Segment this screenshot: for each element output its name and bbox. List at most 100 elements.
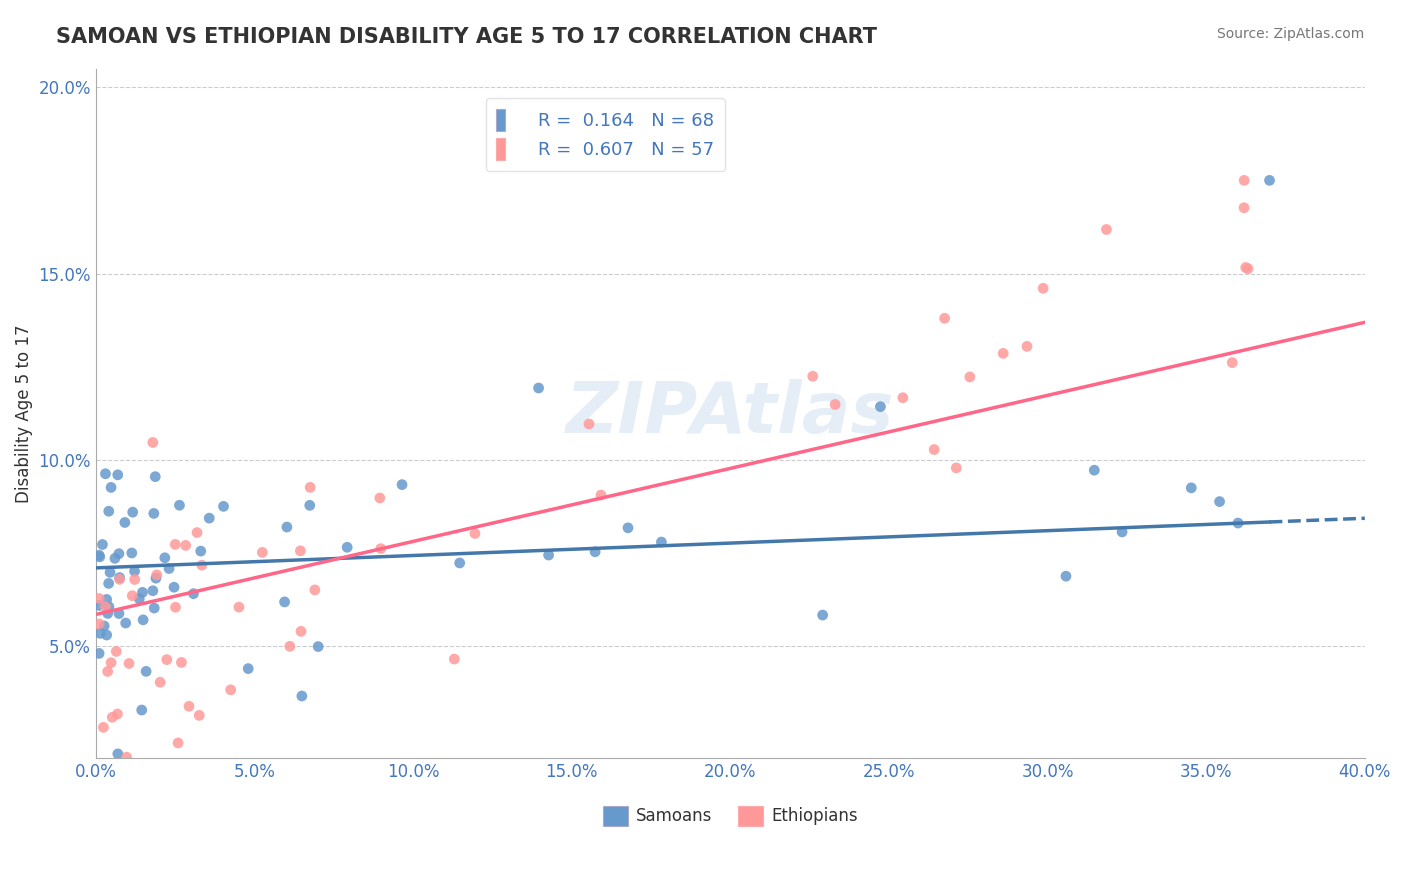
Point: [142, 435, 165, 450]
Point: [93, 720, 115, 734]
Point: [537, 548, 560, 562]
Point: [1015, 339, 1038, 353]
Point: [304, 582, 326, 597]
Point: [578, 417, 600, 431]
Point: [1180, 481, 1202, 495]
Point: [370, 541, 392, 556]
Text: SAMOAN VS ETHIOPIAN DISABILITY AGE 5 TO 17 CORRELATION CHART: SAMOAN VS ETHIOPIAN DISABILITY AGE 5 TO …: [56, 27, 877, 46]
Point: [97, 504, 120, 518]
Point: [87, 616, 110, 631]
Point: [89, 549, 111, 564]
Point: [94, 467, 117, 481]
Point: [368, 491, 391, 505]
Point: [1233, 201, 1256, 215]
Point: [100, 480, 122, 494]
Point: [1083, 463, 1105, 477]
Point: [945, 461, 967, 475]
Point: [891, 391, 914, 405]
Point: [191, 558, 214, 573]
Point: [177, 699, 200, 714]
Point: [336, 541, 359, 555]
Point: [167, 736, 190, 750]
Point: [165, 600, 187, 615]
Point: [1233, 173, 1256, 187]
Point: [96, 628, 118, 642]
Point: [869, 400, 891, 414]
Point: [307, 640, 329, 654]
Point: [153, 550, 176, 565]
Y-axis label: Disability Age 5 to 17: Disability Age 5 to 17: [15, 324, 32, 503]
Point: [617, 521, 640, 535]
Point: [124, 573, 146, 587]
Point: [97, 576, 120, 591]
Point: [1054, 569, 1077, 583]
Point: [108, 607, 131, 621]
Point: [165, 537, 187, 551]
Point: [131, 585, 153, 599]
Point: [142, 583, 165, 598]
Point: [131, 703, 153, 717]
Point: [118, 657, 141, 671]
Point: [1032, 281, 1054, 295]
Point: [190, 544, 212, 558]
Point: [163, 580, 186, 594]
Text: ZIPAtlas: ZIPAtlas: [567, 379, 894, 448]
Point: [157, 561, 180, 575]
Point: [97, 599, 120, 614]
Point: [87, 548, 110, 562]
Point: [124, 564, 146, 578]
Point: [443, 652, 465, 666]
Point: [96, 592, 118, 607]
Point: [278, 640, 301, 654]
Point: [121, 546, 143, 560]
Point: [97, 665, 120, 679]
Point: [298, 499, 321, 513]
Point: [198, 511, 221, 525]
Point: [464, 526, 486, 541]
Point: [183, 587, 205, 601]
Point: [589, 488, 612, 502]
Point: [121, 505, 143, 519]
Point: [228, 600, 250, 615]
Point: [188, 708, 211, 723]
Point: [1111, 524, 1133, 539]
Point: [276, 520, 298, 534]
Point: [1095, 222, 1118, 236]
Point: [142, 507, 165, 521]
Point: [146, 568, 169, 582]
Point: [650, 535, 672, 549]
Point: [273, 595, 295, 609]
Point: [449, 556, 471, 570]
Point: [290, 544, 312, 558]
Point: [115, 750, 138, 764]
Point: [219, 682, 242, 697]
Point: [98, 566, 121, 580]
Point: [922, 442, 945, 457]
Point: [89, 626, 111, 640]
Point: [87, 647, 110, 661]
Point: [114, 615, 136, 630]
Point: [583, 545, 606, 559]
Legend: Samoans, Ethiopians: Samoans, Ethiopians: [596, 799, 865, 833]
Point: [107, 467, 129, 482]
Point: [174, 538, 197, 552]
Point: [104, 551, 127, 566]
Point: [101, 710, 124, 724]
Point: [107, 706, 129, 721]
Point: [143, 601, 166, 615]
Point: [87, 599, 110, 613]
Point: [169, 498, 191, 512]
Point: [94, 599, 117, 614]
Point: [108, 547, 131, 561]
Point: [108, 572, 131, 586]
Point: [1220, 356, 1243, 370]
Point: [1237, 261, 1260, 276]
Point: [252, 545, 274, 559]
Point: [132, 613, 155, 627]
Point: [1227, 516, 1250, 530]
Point: [1234, 260, 1257, 275]
Point: [299, 480, 322, 494]
Point: [811, 608, 834, 623]
Point: [527, 381, 550, 395]
Point: [121, 589, 143, 603]
